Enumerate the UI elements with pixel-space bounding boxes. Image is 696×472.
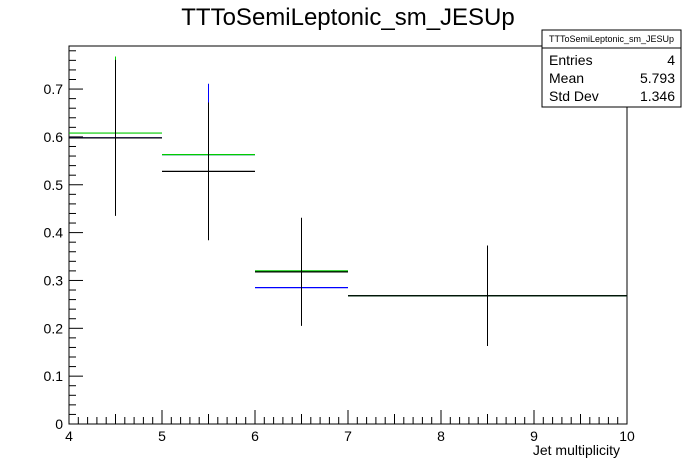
stats-mean-label: Mean [549,70,584,86]
y-tick-label: 0.6 [44,129,64,145]
stats-box: TTToSemiLeptonic_sm_JESUp Entries 4 Mean… [541,29,682,108]
x-tick-label: 4 [65,428,73,444]
x-tick-label: 9 [530,428,538,444]
x-axis: 4 5 6 7 8 9 10 [65,410,635,444]
y-tick-label: 0.1 [44,368,64,384]
y-axis: 0 0.1 0.2 0.3 0.4 0.5 0.6 0.7 [44,50,83,432]
y-tick-label: 0.3 [44,272,64,288]
x-axis-label: Jet multiplicity [533,442,620,458]
x-tick-label: 6 [251,428,259,444]
x-tick-label: 7 [344,428,352,444]
stats-entries-value: 4 [667,52,675,68]
series-0 [69,59,627,347]
y-tick-label: 0 [55,416,63,432]
stats-stddev-label: Std Dev [549,88,599,104]
stats-stddev-value: 1.346 [640,88,675,104]
x-tick-label: 10 [619,428,635,444]
series-1 [69,83,627,297]
stats-entries-label: Entries [549,52,593,68]
stats-mean-value: 5.793 [640,70,675,86]
x-tick-label: 8 [437,428,445,444]
stats-box-frame [541,29,682,108]
y-tick-label: 0.5 [44,177,64,193]
series-layer [69,56,627,347]
y-tick-label: 0.4 [44,225,64,241]
y-tick-label: 0.7 [44,81,64,97]
y-tick-label: 0.2 [44,320,64,336]
chart-title: TTToSemiLeptonic_sm_JESUp [181,4,514,31]
x-tick-label: 5 [158,428,166,444]
stats-box-title: TTToSemiLeptonic_sm_JESUp [549,34,674,44]
